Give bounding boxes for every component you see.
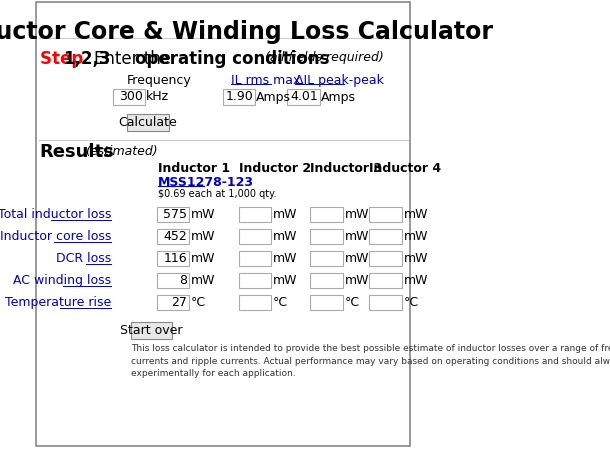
- Text: Amps: Amps: [256, 90, 291, 104]
- Text: IL rms max: IL rms max: [231, 74, 301, 87]
- Text: mW: mW: [345, 230, 369, 243]
- FancyBboxPatch shape: [113, 89, 145, 105]
- Text: Inductor 2: Inductor 2: [239, 162, 311, 175]
- Text: kHz: kHz: [146, 90, 169, 104]
- Text: °C: °C: [345, 296, 359, 309]
- FancyBboxPatch shape: [157, 273, 189, 288]
- FancyBboxPatch shape: [223, 89, 255, 105]
- Text: Inductor 4: Inductor 4: [369, 162, 442, 175]
- Text: Start over: Start over: [120, 324, 182, 337]
- Text: mW: mW: [191, 208, 215, 221]
- Text: Results: Results: [40, 143, 115, 161]
- FancyBboxPatch shape: [369, 251, 401, 266]
- FancyBboxPatch shape: [287, 89, 320, 105]
- Text: 300: 300: [119, 90, 143, 104]
- Text: mW: mW: [191, 274, 215, 287]
- Text: Inductor 1: Inductor 1: [158, 162, 230, 175]
- FancyBboxPatch shape: [310, 207, 343, 222]
- FancyBboxPatch shape: [310, 229, 343, 244]
- Text: 116: 116: [163, 252, 187, 265]
- FancyBboxPatch shape: [369, 207, 401, 222]
- FancyBboxPatch shape: [310, 251, 343, 266]
- FancyBboxPatch shape: [369, 229, 401, 244]
- Text: mW: mW: [345, 208, 369, 221]
- Text: 8: 8: [179, 274, 187, 287]
- Text: Inductor core loss: Inductor core loss: [0, 230, 112, 243]
- Text: mW: mW: [191, 230, 215, 243]
- Text: mW: mW: [273, 274, 298, 287]
- FancyBboxPatch shape: [369, 273, 401, 288]
- Text: mW: mW: [345, 252, 369, 265]
- Text: Step: Step: [40, 50, 89, 68]
- FancyBboxPatch shape: [239, 273, 271, 288]
- Text: °C: °C: [191, 296, 206, 309]
- Text: Frequency: Frequency: [127, 74, 192, 87]
- Text: °C: °C: [273, 296, 288, 309]
- Text: mW: mW: [273, 252, 298, 265]
- Text: Calculate: Calculate: [118, 116, 178, 129]
- Text: Temperature rise: Temperature rise: [5, 296, 112, 309]
- Text: Inductor Core & Winding Loss Calculator: Inductor Core & Winding Loss Calculator: [0, 20, 493, 44]
- Text: 452: 452: [163, 230, 187, 243]
- FancyBboxPatch shape: [127, 114, 169, 131]
- FancyBboxPatch shape: [239, 207, 271, 222]
- FancyBboxPatch shape: [131, 322, 171, 339]
- Text: mW: mW: [403, 252, 428, 265]
- Text: This loss calculator is intended to provide the best possible estimate of induct: This loss calculator is intended to prov…: [131, 344, 610, 378]
- Text: mW: mW: [191, 252, 215, 265]
- Text: $0.69 each at 1,000 qty.: $0.69 each at 1,000 qty.: [158, 189, 276, 199]
- Text: 1.90: 1.90: [225, 90, 253, 104]
- FancyBboxPatch shape: [369, 295, 401, 310]
- Text: 575: 575: [163, 208, 187, 221]
- Text: mW: mW: [403, 274, 428, 287]
- FancyBboxPatch shape: [310, 273, 343, 288]
- FancyBboxPatch shape: [157, 295, 189, 310]
- FancyBboxPatch shape: [239, 229, 271, 244]
- Text: Inductor 3: Inductor 3: [310, 162, 382, 175]
- Text: Amps: Amps: [321, 90, 356, 104]
- Text: (estimated): (estimated): [85, 145, 158, 158]
- Text: °C: °C: [403, 296, 418, 309]
- Text: mW: mW: [273, 208, 298, 221]
- Text: 1,2,3: 1,2,3: [63, 50, 111, 68]
- Text: operating conditions: operating conditions: [135, 50, 329, 68]
- Text: DCR loss: DCR loss: [56, 252, 112, 265]
- Text: 27: 27: [171, 296, 187, 309]
- Text: 4.01: 4.01: [290, 90, 318, 104]
- Text: mW: mW: [273, 230, 298, 243]
- Text: ΔIL peak-peak: ΔIL peak-peak: [295, 74, 384, 87]
- Text: MSS1278-123: MSS1278-123: [158, 176, 254, 189]
- FancyBboxPatch shape: [157, 229, 189, 244]
- FancyBboxPatch shape: [239, 295, 271, 310]
- Text: Total inductor loss: Total inductor loss: [0, 208, 112, 221]
- FancyBboxPatch shape: [157, 207, 189, 222]
- Text: mW: mW: [345, 274, 369, 287]
- FancyBboxPatch shape: [239, 251, 271, 266]
- Text: Enter the: Enter the: [94, 50, 176, 68]
- FancyBboxPatch shape: [157, 251, 189, 266]
- FancyBboxPatch shape: [310, 295, 343, 310]
- Text: mW: mW: [403, 230, 428, 243]
- Text: AC winding loss: AC winding loss: [13, 274, 112, 287]
- Text: mW: mW: [403, 208, 428, 221]
- Text: (all fields required): (all fields required): [265, 51, 384, 64]
